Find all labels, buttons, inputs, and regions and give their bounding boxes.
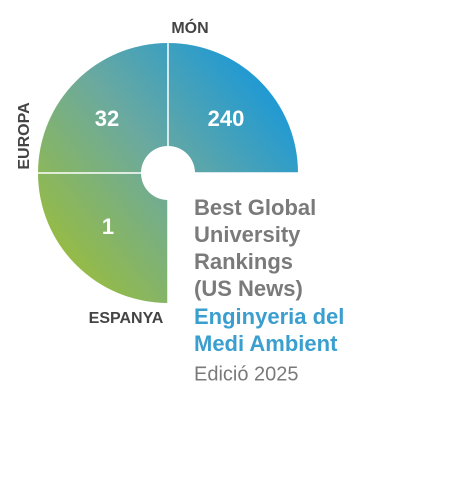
scope-label: ESPANYA <box>89 310 164 327</box>
rank-number: 1 <box>102 214 114 239</box>
sector-europe <box>38 43 168 173</box>
subtitle-line: Medi Ambient <box>194 331 338 356</box>
subtitle-line: Enginyeria del <box>194 304 344 329</box>
title-line: University <box>194 222 301 247</box>
title-block: Best Global University Rankings (US News… <box>194 195 316 301</box>
title-line: (US News) <box>194 276 303 301</box>
center-hole <box>141 146 195 200</box>
sector-spain <box>38 173 168 303</box>
title-line: Rankings <box>194 249 293 274</box>
sector-world <box>168 43 298 173</box>
subtitle-block: Enginyeria del Medi Ambient <box>194 304 344 356</box>
title-line: Best Global <box>194 195 316 220</box>
scope-label: EUROPA <box>16 102 33 170</box>
scope-label: MÓN <box>171 18 208 37</box>
rank-wheel <box>38 43 298 303</box>
rank-number: 32 <box>95 106 119 131</box>
edition: Edició 2025 <box>194 363 299 385</box>
rank-number: 240 <box>208 106 245 131</box>
